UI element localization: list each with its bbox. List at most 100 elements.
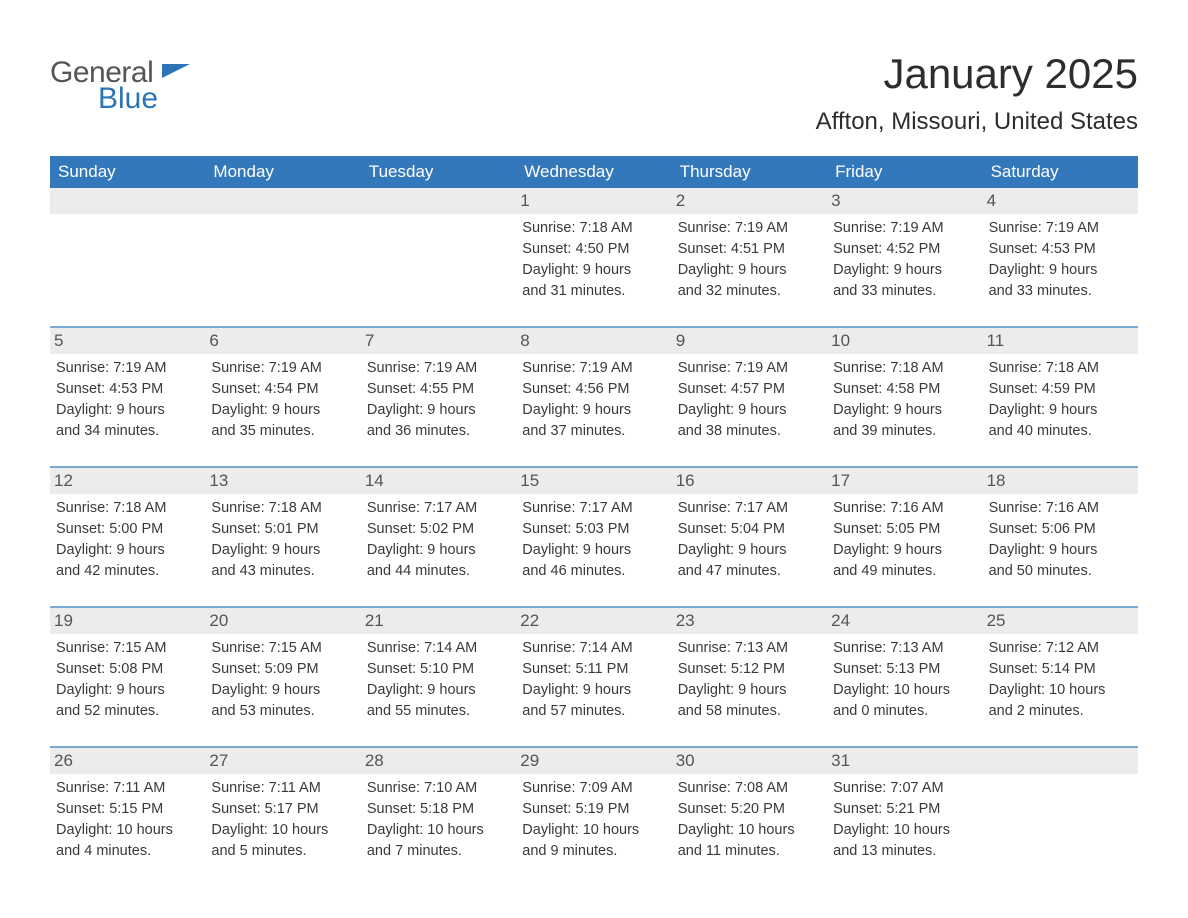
day-sunrise: Sunrise: 7:17 AM (678, 498, 821, 519)
day-day2: and 13 minutes. (833, 841, 976, 862)
day-sunrise: Sunrise: 7:14 AM (522, 638, 665, 659)
day-cell: 22Sunrise: 7:14 AMSunset: 5:11 PMDayligh… (516, 608, 671, 728)
day-number (983, 748, 1138, 774)
day-sunrise: Sunrise: 7:19 AM (833, 218, 976, 239)
week-row: 19Sunrise: 7:15 AMSunset: 5:08 PMDayligh… (50, 606, 1138, 728)
day-day2: and 40 minutes. (989, 421, 1132, 442)
day-cell: 26Sunrise: 7:11 AMSunset: 5:15 PMDayligh… (50, 748, 205, 868)
day-sunrise: Sunrise: 7:18 AM (522, 218, 665, 239)
day-day1: Daylight: 10 hours (56, 820, 199, 841)
day-number: 1 (516, 188, 671, 214)
day-sunrise: Sunrise: 7:19 AM (522, 358, 665, 379)
day-cell: 30Sunrise: 7:08 AMSunset: 5:20 PMDayligh… (672, 748, 827, 868)
day-day1: Daylight: 9 hours (678, 400, 821, 421)
weekday-row: SundayMondayTuesdayWednesdayThursdayFrid… (50, 156, 1138, 188)
logo-sail-icon (162, 64, 190, 78)
day-sunset: Sunset: 4:57 PM (678, 379, 821, 400)
day-cell: 31Sunrise: 7:07 AMSunset: 5:21 PMDayligh… (827, 748, 982, 868)
day-cell: 21Sunrise: 7:14 AMSunset: 5:10 PMDayligh… (361, 608, 516, 728)
day-day2: and 52 minutes. (56, 701, 199, 722)
day-day1: Daylight: 9 hours (833, 540, 976, 561)
day-cell: 1 Sunrise: 7:18 AMSunset: 4:50 PMDaylight… (516, 188, 671, 308)
day-day1: Daylight: 9 hours (211, 680, 354, 701)
day-sunrise: Sunrise: 7:12 AM (989, 638, 1132, 659)
day-day1: Daylight: 9 hours (989, 540, 1132, 561)
day-number: 16 (672, 468, 827, 494)
day-number: 20 (205, 608, 360, 634)
day-cell: 5Sunrise: 7:19 AMSunset: 4:53 PMDaylight… (50, 328, 205, 448)
day-sunset: Sunset: 5:04 PM (678, 519, 821, 540)
day-sunrise: Sunrise: 7:09 AM (522, 778, 665, 799)
calendar: SundayMondayTuesdayWednesdayThursdayFrid… (50, 156, 1138, 868)
day-sunset: Sunset: 5:05 PM (833, 519, 976, 540)
day-number: 17 (827, 468, 982, 494)
day-sunset: Sunset: 5:02 PM (367, 519, 510, 540)
day-day2: and 44 minutes. (367, 561, 510, 582)
day-sunrise: Sunrise: 7:07 AM (833, 778, 976, 799)
location: Affton, Missouri, United States (816, 108, 1138, 136)
day-day2: and 57 minutes. (522, 701, 665, 722)
day-sunrise: Sunrise: 7:18 AM (211, 498, 354, 519)
day-number: 15 (516, 468, 671, 494)
day-day2: and 58 minutes. (678, 701, 821, 722)
day-day2: and 37 minutes. (522, 421, 665, 442)
day-sunrise: Sunrise: 7:16 AM (833, 498, 976, 519)
day-sunrise: Sunrise: 7:14 AM (367, 638, 510, 659)
day-day2: and 38 minutes. (678, 421, 821, 442)
day-day2: and 7 minutes. (367, 841, 510, 862)
day-cell: 9Sunrise: 7:19 AMSunset: 4:57 PMDaylight… (672, 328, 827, 448)
day-sunset: Sunset: 5:18 PM (367, 799, 510, 820)
week-row: 26Sunrise: 7:11 AMSunset: 5:15 PMDayligh… (50, 746, 1138, 868)
day-cell: 7Sunrise: 7:19 AMSunset: 4:55 PMDaylight… (361, 328, 516, 448)
day-cell: 27Sunrise: 7:11 AMSunset: 5:17 PMDayligh… (205, 748, 360, 868)
day-sunset: Sunset: 5:21 PM (833, 799, 976, 820)
logo: General Blue (50, 50, 190, 114)
day-sunset: Sunset: 5:06 PM (989, 519, 1132, 540)
day-number: 13 (205, 468, 360, 494)
day-day1: Daylight: 9 hours (522, 260, 665, 281)
day-day1: Daylight: 10 hours (211, 820, 354, 841)
day-sunrise: Sunrise: 7:08 AM (678, 778, 821, 799)
day-sunset: Sunset: 5:12 PM (678, 659, 821, 680)
day-cell: 24Sunrise: 7:13 AMSunset: 5:13 PMDayligh… (827, 608, 982, 728)
day-day1: Daylight: 9 hours (211, 400, 354, 421)
day-cell: 12Sunrise: 7:18 AMSunset: 5:00 PMDayligh… (50, 468, 205, 588)
day-cell: 14Sunrise: 7:17 AMSunset: 5:02 PMDayligh… (361, 468, 516, 588)
day-number: 31 (827, 748, 982, 774)
weeks-container: 1Sunrise: 7:18 AMSunset: 4:50 PMDaylight… (50, 188, 1138, 868)
week-row: 5Sunrise: 7:19 AMSunset: 4:53 PMDaylight… (50, 326, 1138, 448)
day-cell: 16 Sunrise: 7:17 AMSunset: 5:04 PMDayligh… (672, 468, 827, 588)
day-sunrise: Sunrise: 7:18 AM (833, 358, 976, 379)
day-sunset: Sunset: 5:19 PM (522, 799, 665, 820)
day-day2: and 36 minutes. (367, 421, 510, 442)
day-sunset: Sunset: 5:09 PM (211, 659, 354, 680)
day-number: 23 (672, 608, 827, 634)
day-number: 10 (827, 328, 982, 354)
day-day1: Daylight: 9 hours (989, 260, 1132, 281)
day-sunrise: Sunrise: 7:15 AM (56, 638, 199, 659)
day-day1: Daylight: 10 hours (678, 820, 821, 841)
day-sunset: Sunset: 5:03 PM (522, 519, 665, 540)
day-day2: and 42 minutes. (56, 561, 199, 582)
day-sunset: Sunset: 4:58 PM (833, 379, 976, 400)
day-sunrise: Sunrise: 7:18 AM (989, 358, 1132, 379)
day-sunset: Sunset: 4:54 PM (211, 379, 354, 400)
day-sunset: Sunset: 5:14 PM (989, 659, 1132, 680)
day-day2: and 4 minutes. (56, 841, 199, 862)
day-sunrise: Sunrise: 7:11 AM (211, 778, 354, 799)
day-day1: Daylight: 9 hours (678, 540, 821, 561)
day-cell (983, 748, 1138, 868)
day-day1: Daylight: 9 hours (989, 400, 1132, 421)
day-sunset: Sunset: 4:50 PM (522, 239, 665, 260)
day-day2: and 34 minutes. (56, 421, 199, 442)
day-day1: Daylight: 10 hours (833, 680, 976, 701)
day-cell: 8Sunrise: 7:19 AMSunset: 4:56 PMDaylight… (516, 328, 671, 448)
day-cell: 13Sunrise: 7:18 AMSunset: 5:01 PMDayligh… (205, 468, 360, 588)
day-sunrise: Sunrise: 7:10 AM (367, 778, 510, 799)
day-sunrise: Sunrise: 7:19 AM (56, 358, 199, 379)
day-cell: 23Sunrise: 7:13 AMSunset: 5:12 PMDayligh… (672, 608, 827, 728)
day-sunrise: Sunrise: 7:18 AM (56, 498, 199, 519)
day-sunset: Sunset: 5:00 PM (56, 519, 199, 540)
day-number: 25 (983, 608, 1138, 634)
day-cell (205, 188, 360, 308)
